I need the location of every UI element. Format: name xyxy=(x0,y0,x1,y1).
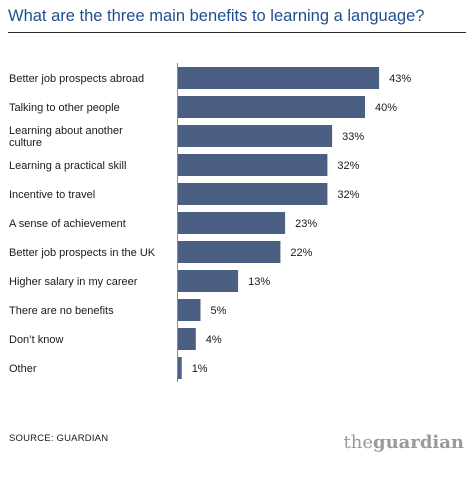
category-label: Better job prospects abroad xyxy=(9,73,144,85)
value-label: 5% xyxy=(211,305,227,317)
value-label: 4% xyxy=(206,334,222,346)
title-divider xyxy=(8,32,466,33)
bar xyxy=(177,67,380,89)
chart-title: What are the three main benefits to lear… xyxy=(8,7,425,25)
category-label: Talking to other people xyxy=(9,102,120,114)
value-label: 32% xyxy=(337,160,359,172)
category-label: Incentive to travel xyxy=(9,189,95,201)
value-label: 32% xyxy=(337,189,359,201)
category-label: Higher salary in my career xyxy=(9,276,138,288)
value-label: 1% xyxy=(192,363,208,375)
value-label: 22% xyxy=(290,247,312,259)
category-label: Other xyxy=(9,363,37,375)
bar xyxy=(177,96,365,118)
category-label: Learning about another xyxy=(9,125,123,137)
value-label: 13% xyxy=(248,276,270,288)
source-note: SOURCE: GUARDIAN xyxy=(9,433,109,444)
bar xyxy=(177,270,239,292)
bar xyxy=(177,357,182,379)
bar-chart: Better job prospects abroad 43% Talking to… xyxy=(9,63,411,382)
category-label: There are no benefits xyxy=(9,305,114,317)
category-label: Learning a practical skill xyxy=(9,160,126,172)
value-label: 33% xyxy=(342,131,364,143)
value-label: 43% xyxy=(389,73,411,85)
bar xyxy=(177,125,333,147)
bar xyxy=(177,154,328,176)
bar xyxy=(177,212,286,234)
category-label: culture xyxy=(9,137,42,149)
category-label: Better job prospects in the UK xyxy=(9,247,156,259)
category-label: Don’t know xyxy=(9,334,63,346)
value-label: 23% xyxy=(295,218,317,230)
bar xyxy=(177,241,281,263)
bar xyxy=(177,183,328,205)
bar xyxy=(177,299,201,321)
value-label: 40% xyxy=(375,102,397,114)
guardian-logo: theguardian xyxy=(343,432,464,453)
bar xyxy=(177,328,196,350)
category-label: A sense of achievement xyxy=(9,218,126,230)
